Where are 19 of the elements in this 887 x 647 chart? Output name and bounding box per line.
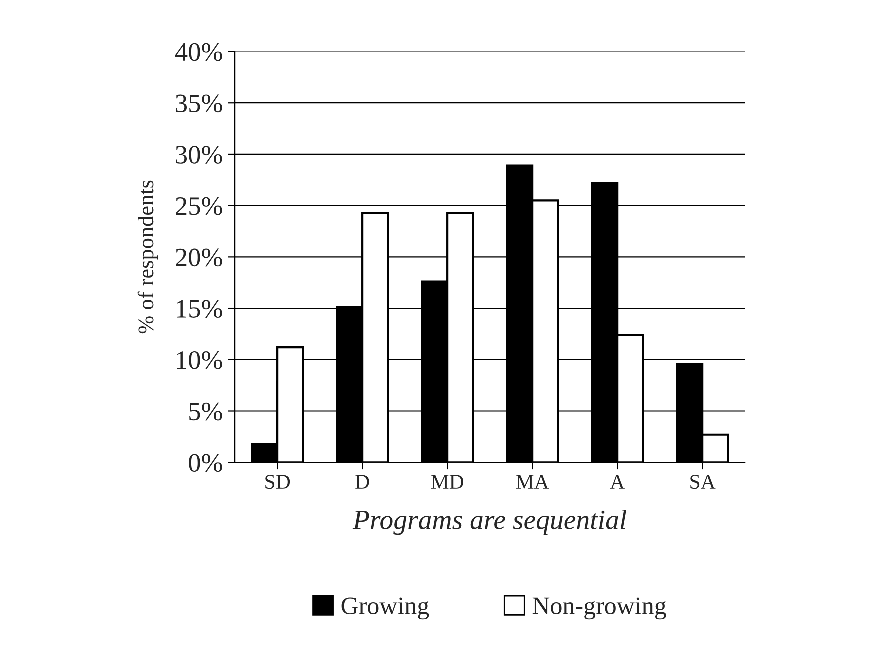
- x-tick-label: MD: [431, 475, 464, 489]
- y-tick-label: 15%: [177, 300, 222, 318]
- legend-label: Non-growing: [532, 598, 666, 620]
- y-tick-label: 35%: [176, 94, 222, 113]
- x-tick-label: A: [610, 475, 625, 489]
- y-tick-label: 0%: [189, 454, 222, 472]
- y-tick-label: 30%: [176, 146, 222, 164]
- x-tick-label: SD: [266, 475, 290, 490]
- x-tick-label: MA: [516, 475, 550, 489]
- y-tick-label: 40%: [175, 43, 222, 62]
- y-tick-label: 20%: [176, 248, 222, 267]
- y-tick-label: 25%: [176, 197, 222, 216]
- y-tick-label: 10%: [177, 352, 222, 370]
- y-tick-label: 5%: [190, 402, 222, 421]
- x-axis-title: Programs are sequential: [352, 510, 627, 536]
- legend-label: Growing: [342, 598, 430, 620]
- y-axis-title: % of respondents: [138, 180, 158, 334]
- x-tick-label: SA: [690, 475, 716, 490]
- x-tick-label: D: [356, 475, 370, 489]
